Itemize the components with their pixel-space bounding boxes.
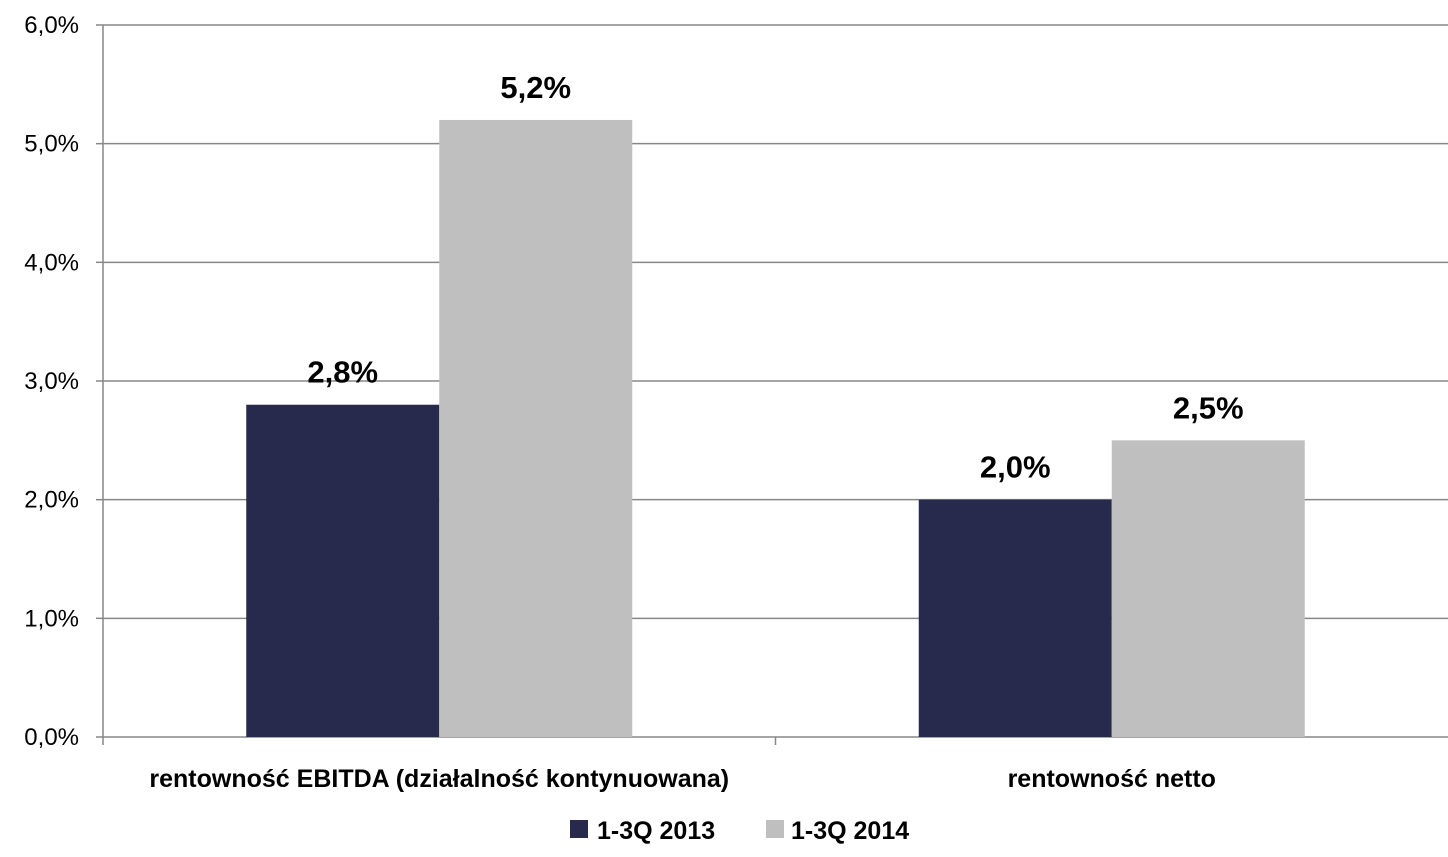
y-tick-label: 2,0% bbox=[24, 487, 79, 514]
bar bbox=[1111, 440, 1305, 737]
data-label: 2,5% bbox=[1173, 390, 1244, 425]
data-label: 2,0% bbox=[980, 450, 1051, 485]
data-label: 2,8% bbox=[307, 355, 378, 390]
legend-swatch bbox=[570, 820, 588, 838]
legend-label: 1-3Q 2013 bbox=[597, 817, 715, 845]
legend-swatch bbox=[766, 820, 784, 838]
x-tick-label: rentowność EBITDA (działalność kontynuow… bbox=[149, 765, 729, 793]
data-label: 5,2% bbox=[500, 70, 571, 105]
x-tick-label: rentowność netto bbox=[1008, 765, 1216, 793]
bar bbox=[246, 404, 440, 737]
y-tick-label: 1,0% bbox=[24, 605, 79, 632]
y-tick-label: 4,0% bbox=[24, 249, 79, 276]
bar bbox=[439, 119, 633, 737]
y-tick-label: 5,0% bbox=[24, 131, 79, 158]
y-tick-label: 3,0% bbox=[24, 368, 79, 395]
y-tick-label: 0,0% bbox=[24, 724, 79, 751]
y-tick-label: 6,0% bbox=[24, 12, 79, 39]
bar bbox=[918, 499, 1112, 737]
legend-label: 1-3Q 2014 bbox=[791, 817, 909, 845]
